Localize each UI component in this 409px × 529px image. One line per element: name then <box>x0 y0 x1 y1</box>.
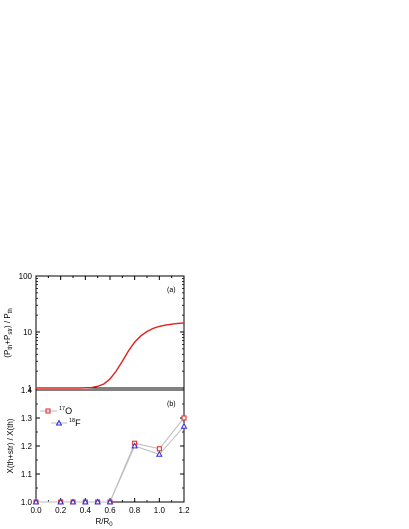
y-tick-label-b: 1.1 <box>21 470 33 479</box>
legend-marker-17O <box>45 408 51 414</box>
xlabel-main: R/R <box>95 517 109 526</box>
y-tick-label-b: 1.4 <box>21 386 33 395</box>
panel-a-frame <box>35 275 185 391</box>
ylabel-sub-str: str <box>8 328 14 335</box>
x-tick-label-b: 1.0 <box>154 506 166 515</box>
panel-a-y-axis-label: (Pth+Pstr) / Pth <box>3 308 14 357</box>
panel-a-label: (a) <box>167 287 176 294</box>
ylabel-sub-th: th <box>8 345 14 350</box>
legend-label-17O: 17O <box>59 406 72 416</box>
series-line-17O <box>36 417 185 503</box>
panel-b: (b) 1.0 1.1 1.2 1.3 1.4 0.0 0.2 0.4 0.6 0.8 1.0 1.2… <box>6 386 190 528</box>
ylabel-part-3: ) / P <box>3 313 12 328</box>
panel-b-series <box>32 415 188 505</box>
y-tick-label-b: 1.2 <box>21 442 33 451</box>
xlabel-sub: 0 <box>109 522 113 528</box>
legend: 17O 18F <box>40 406 81 428</box>
x-tick-label-b: 1.2 <box>178 506 190 515</box>
y-tick-label-a: 10 <box>23 328 32 337</box>
point-18F <box>69 498 77 505</box>
x-tick-label-b: 0.4 <box>80 506 92 515</box>
enhancement-curve <box>36 322 185 389</box>
legend-sup-18F: 18 <box>69 418 75 424</box>
legend-base-17O: O <box>65 406 72 416</box>
y-tick-label-a: 1 <box>28 384 33 393</box>
x-tick-label-b: 0.6 <box>104 506 116 515</box>
x-tick-label-b: 0.8 <box>129 506 141 515</box>
point-18F <box>57 498 65 505</box>
point-18F <box>155 450 163 457</box>
point-17O <box>181 415 187 421</box>
ylabel-part-2: +P <box>3 335 12 345</box>
x-tick-label-b: 0.0 <box>30 506 42 515</box>
point-18F <box>94 498 102 505</box>
panel-b-label: (b) <box>167 401 176 408</box>
x-tick-label-b: 0.2 <box>55 506 67 515</box>
legend-marker-18F <box>55 419 63 426</box>
ylabel-part-1: (P <box>3 350 12 358</box>
panel-b-y-axis-label: X(th+str) / X(th) <box>6 418 15 473</box>
legend-item-17O: 17O <box>40 406 72 416</box>
point-18F <box>131 442 139 449</box>
legend-sup-17O: 17 <box>59 406 65 412</box>
panel-b-x-axis-label: R/R0 <box>95 517 113 528</box>
legend-base-18F: F <box>75 418 81 428</box>
series-line-18F <box>36 426 185 503</box>
legend-item-18F: 18F <box>51 418 81 428</box>
point-18F <box>180 422 188 429</box>
point-17O <box>156 446 162 452</box>
y-tick-label-b: 1.0 <box>21 498 33 507</box>
point-18F <box>32 498 40 505</box>
point-18F <box>81 498 89 505</box>
panel-a-y-axis: 1 10 100 <box>19 272 185 393</box>
point-18F <box>106 498 114 505</box>
y-tick-label-a: 100 <box>19 272 33 281</box>
ylabel-sub-th-2: th <box>8 308 14 313</box>
panel-b-axes: 1.0 1.1 1.2 1.3 1.4 0.0 0.2 0.4 0.6 0.8 1.0 1.2 <box>21 386 190 515</box>
panel-a-series <box>36 322 185 389</box>
legend-label-18F: 18F <box>69 418 81 428</box>
y-tick-label-b: 1.3 <box>21 414 33 423</box>
